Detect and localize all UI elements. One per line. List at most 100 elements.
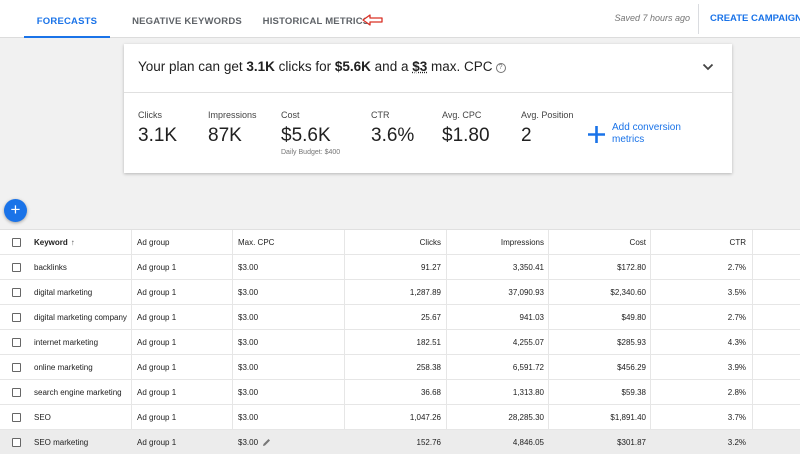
impressions-cell: 28,285.30 bbox=[508, 413, 544, 422]
ad-group-link[interactable]: Ad group 1 bbox=[137, 263, 177, 272]
keyword-cell: internet marketing bbox=[34, 338, 99, 347]
metric-avg-cpc: Avg. CPC $1.80 bbox=[442, 110, 490, 147]
row-checkbox[interactable] bbox=[12, 413, 21, 422]
metric-cost: Cost $5.6K Daily Budget: $400 bbox=[281, 110, 340, 156]
row-checkbox[interactable] bbox=[12, 438, 21, 447]
max-cpc-cell[interactable]: $3.00 bbox=[238, 288, 259, 297]
column-header-ctr[interactable]: CTR bbox=[729, 238, 746, 247]
divider bbox=[698, 4, 699, 34]
column-divider bbox=[650, 230, 651, 454]
plan-max-cpc[interactable]: $3 bbox=[412, 59, 428, 74]
column-header-impressions[interactable]: Impressions bbox=[500, 238, 544, 247]
sort-arrow-up-icon[interactable]: ↑ bbox=[70, 238, 75, 247]
clicks-cell: 1,287.89 bbox=[409, 288, 441, 297]
table-row[interactable]: digital marketing company Ad group 1 $3.… bbox=[0, 305, 800, 330]
table-row[interactable]: backlinks Ad group 1 $3.00 91.27 3,350.4… bbox=[0, 255, 800, 280]
plan-summary: Your plan can get 3.1K clicks for $5.6K … bbox=[138, 59, 506, 74]
metric-label: Impressions bbox=[208, 110, 257, 120]
tab-forecasts[interactable]: FORECASTS bbox=[24, 0, 110, 38]
max-cpc-cell[interactable]: $3.00 bbox=[238, 413, 259, 422]
plan-cost: $5.6K bbox=[334, 59, 371, 74]
help-icon[interactable]: ? bbox=[495, 63, 506, 73]
table-row[interactable]: online marketing Ad group 1 $3.00 258.38… bbox=[0, 355, 800, 380]
tab-negative-keywords[interactable]: NEGATIVE KEYWORDS bbox=[132, 16, 242, 27]
clicks-cell: 182.51 bbox=[416, 338, 441, 347]
create-campaign-button[interactable]: CREATE CAMPAIGN bbox=[710, 13, 800, 24]
cost-cell: $2,340.60 bbox=[610, 288, 646, 297]
row-checkbox[interactable] bbox=[12, 363, 21, 372]
row-checkbox[interactable] bbox=[12, 263, 21, 272]
column-header-label: Keyword bbox=[34, 238, 68, 247]
chevron-down-icon[interactable] bbox=[702, 63, 714, 71]
cost-cell: $301.87 bbox=[617, 438, 646, 447]
plan-text: clicks for bbox=[274, 59, 335, 74]
metric-ctr: CTR 3.6% bbox=[371, 110, 414, 147]
cost-cell: $172.80 bbox=[617, 263, 646, 272]
column-divider bbox=[131, 230, 132, 454]
cost-cell: $285.93 bbox=[617, 338, 646, 347]
max-cpc-cell[interactable]: $3.00 bbox=[238, 430, 338, 454]
ad-group-link[interactable]: Ad group 1 bbox=[137, 413, 177, 422]
ad-group-link[interactable]: Ad group 1 bbox=[137, 363, 177, 372]
max-cpc-cell[interactable]: $3.00 bbox=[238, 263, 259, 272]
max-cpc-cell[interactable]: $3.00 bbox=[238, 313, 259, 322]
plan-text: max. CPC bbox=[427, 59, 493, 74]
plan-clicks: 3.1K bbox=[246, 59, 275, 74]
metric-value: $1.80 bbox=[442, 125, 490, 146]
clicks-cell: 36.68 bbox=[420, 388, 441, 397]
top-bar: FORECASTS NEGATIVE KEYWORDS HISTORICAL M… bbox=[0, 0, 800, 38]
clicks-cell: 25.67 bbox=[420, 313, 441, 322]
table-row[interactable]: SEO Ad group 1 $3.00 1,047.26 28,285.30 … bbox=[0, 405, 800, 430]
keyword-cell: online marketing bbox=[34, 363, 93, 372]
table-row[interactable]: SEO marketing Ad group 1 $3.00 152.76 4,… bbox=[0, 430, 800, 454]
table-row[interactable]: search engine marketing Ad group 1 $3.00… bbox=[0, 380, 800, 405]
card-header: Your plan can get 3.1K clicks for $5.6K … bbox=[124, 44, 732, 93]
metric-value: 2 bbox=[521, 125, 532, 146]
ctr-cell: 3.7% bbox=[727, 413, 746, 422]
ctr-cell: 3.9% bbox=[727, 363, 746, 372]
ad-group-link[interactable]: Ad group 1 bbox=[137, 313, 177, 322]
keyword-cell: SEO bbox=[34, 413, 51, 422]
keyword-cell: digital marketing company bbox=[34, 313, 127, 322]
pencil-icon[interactable] bbox=[262, 438, 271, 447]
saved-status: Saved 7 hours ago bbox=[614, 13, 690, 23]
metric-label: CTR bbox=[371, 110, 390, 120]
max-cpc-cell[interactable]: $3.00 bbox=[238, 363, 259, 372]
metric-label: Clicks bbox=[138, 110, 162, 120]
select-all-checkbox[interactable] bbox=[12, 238, 21, 247]
clicks-cell: 152.76 bbox=[416, 438, 441, 447]
clicks-cell: 1,047.26 bbox=[409, 413, 441, 422]
ctr-cell: 2.7% bbox=[727, 263, 746, 272]
ad-group-link[interactable]: Ad group 1 bbox=[137, 388, 177, 397]
column-header-cost[interactable]: Cost bbox=[629, 238, 646, 247]
row-checkbox[interactable] bbox=[12, 313, 21, 322]
max-cpc-cell[interactable]: $3.00 bbox=[238, 338, 259, 347]
row-checkbox[interactable] bbox=[12, 338, 21, 347]
ad-group-link[interactable]: Ad group 1 bbox=[137, 338, 177, 347]
column-divider bbox=[232, 230, 233, 454]
add-conversion-metrics-link[interactable]: Add conversion metrics bbox=[612, 122, 681, 145]
row-checkbox[interactable] bbox=[12, 388, 21, 397]
column-header-max-cpc[interactable]: Max. CPC bbox=[238, 238, 275, 247]
column-divider bbox=[752, 230, 753, 454]
clicks-cell: 91.27 bbox=[420, 263, 441, 272]
ad-group-link[interactable]: Ad group 1 bbox=[137, 288, 177, 297]
keyword-cell: backlinks bbox=[34, 263, 67, 272]
plus-icon[interactable] bbox=[587, 125, 606, 144]
max-cpc-cell[interactable]: $3.00 bbox=[238, 388, 259, 397]
column-header-clicks[interactable]: Clicks bbox=[419, 238, 441, 247]
column-header-ad-group[interactable]: Ad group bbox=[137, 238, 170, 247]
ad-group-link[interactable]: Ad group 1 bbox=[137, 438, 177, 447]
table-row[interactable]: digital marketing Ad group 1 $3.00 1,287… bbox=[0, 280, 800, 305]
impressions-cell: 941.03 bbox=[519, 313, 544, 322]
column-header-keyword[interactable]: Keyword ↑ bbox=[34, 230, 130, 255]
clicks-cell: 258.38 bbox=[416, 363, 441, 372]
plan-text: Your plan can get bbox=[138, 59, 247, 74]
table-row[interactable]: internet marketing Ad group 1 $3.00 182.… bbox=[0, 330, 800, 355]
keyword-cell: search engine marketing bbox=[34, 388, 122, 397]
row-checkbox[interactable] bbox=[12, 288, 21, 297]
add-keyword-button[interactable]: + bbox=[4, 199, 27, 222]
metric-clicks: Clicks 3.1K bbox=[138, 110, 177, 147]
tab-historical-metrics[interactable]: HISTORICAL METRICS bbox=[262, 16, 370, 27]
daily-budget: Daily Budget: $400 bbox=[281, 149, 341, 156]
